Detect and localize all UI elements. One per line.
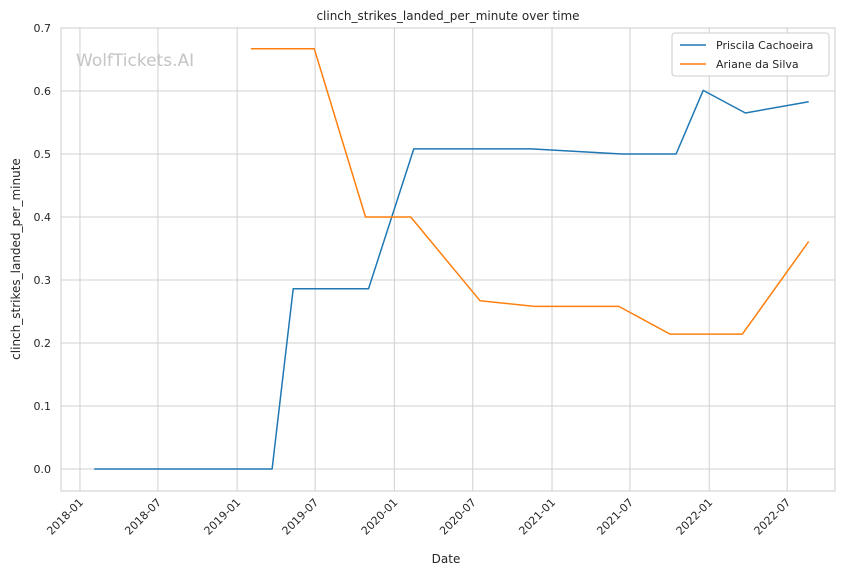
x-axis-label: Date bbox=[432, 552, 461, 566]
y-tick-label: 0.2 bbox=[34, 337, 52, 350]
watermark-text: WolfTickets.AI bbox=[76, 51, 194, 71]
y-tick-label: 0.7 bbox=[34, 22, 52, 35]
series-lines bbox=[94, 48, 810, 470]
x-tick-label: 2022-01 bbox=[674, 496, 716, 538]
legend-box bbox=[671, 32, 830, 77]
y-tick-label: 0.5 bbox=[34, 148, 52, 161]
legend-entry-label: Priscila Cachoeira bbox=[716, 39, 813, 52]
series-line-priscila-cachoeira bbox=[94, 89, 809, 470]
y-tick-label: 0.4 bbox=[34, 211, 52, 224]
y-tick-label: 0.0 bbox=[34, 463, 52, 476]
series-line-ariane-da-silva bbox=[250, 48, 810, 335]
y-tick-label: 0.6 bbox=[34, 85, 52, 98]
y-tick-label: 0.1 bbox=[34, 400, 52, 413]
grid bbox=[61, 27, 835, 491]
x-tick-label: 2018-01 bbox=[44, 496, 86, 538]
x-tick-label: 2019-01 bbox=[202, 496, 244, 538]
y-axis-label: clinch_strikes_landed_per_minute bbox=[9, 158, 23, 360]
plot-area-frame bbox=[60, 27, 836, 492]
x-tick-label: 2019-07 bbox=[280, 496, 322, 538]
legend: Priscila Cachoeira Ariane da Silva bbox=[671, 32, 830, 77]
x-tick-label: 2021-01 bbox=[516, 496, 558, 538]
x-tick-label: 2018-07 bbox=[122, 496, 164, 538]
x-tick-label: 2022-07 bbox=[752, 496, 794, 538]
x-tick-label: 2020-01 bbox=[359, 496, 401, 538]
x-tick-label: 2020-07 bbox=[437, 496, 479, 538]
y-tick-label: 0.3 bbox=[34, 274, 52, 287]
x-tick-label: 2021-07 bbox=[594, 496, 636, 538]
legend-entry-label: Ariane da Silva bbox=[716, 58, 799, 71]
chart-title: clinch_strikes_landed_per_minute over ti… bbox=[316, 9, 579, 23]
